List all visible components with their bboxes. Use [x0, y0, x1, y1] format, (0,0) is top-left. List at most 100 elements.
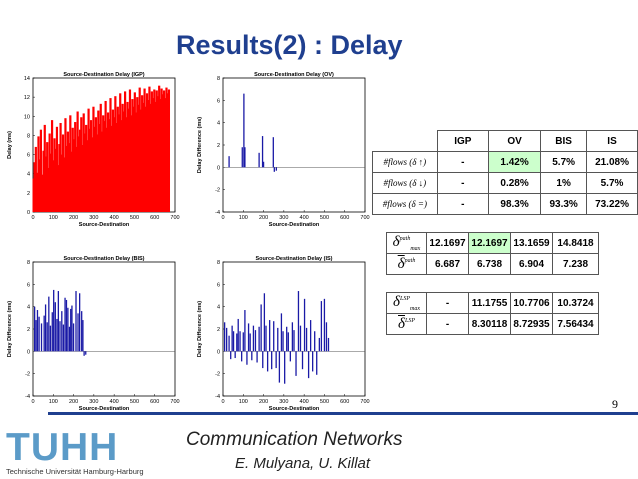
chart-igp-svg: Source-Destination Delay (IGP)0 100 200 300…	[7, 72, 180, 228]
flows-table: IGP OV BIS IS #flows (δ ↑) - 1.42% 5.7% …	[372, 130, 638, 215]
bar	[242, 332, 244, 352]
bar	[262, 161, 265, 168]
x-axis-label: Source-Destination	[79, 222, 130, 228]
bar	[58, 144, 61, 212]
x-tick-label: 0	[31, 399, 34, 405]
y-tick-label: 0	[217, 349, 220, 355]
y-axis-label: Delay Difference (ms)	[197, 301, 203, 357]
bar	[83, 351, 85, 356]
bar	[102, 115, 105, 212]
x-tick-label: 700	[170, 215, 179, 221]
bar	[66, 131, 69, 212]
delta-mean-lsp-label: δLSP	[386, 313, 427, 335]
bar	[96, 134, 99, 212]
bar	[166, 93, 169, 212]
bar	[54, 302, 56, 352]
bar	[273, 167, 275, 172]
table-cell: -	[426, 313, 469, 335]
bar	[46, 322, 48, 352]
bar	[134, 112, 138, 212]
x-tick-label: 300	[279, 399, 288, 405]
table-cell: 6.687	[426, 253, 469, 275]
bar	[269, 320, 271, 352]
bar	[249, 333, 251, 352]
bar	[312, 351, 314, 372]
bar	[251, 351, 253, 361]
table-row: #flows (δ =) - 98.3% 93.3% 73.22%	[372, 193, 638, 215]
delta-max-lsp-label: δLSPmax	[386, 292, 427, 314]
x-tick-label: 100	[239, 399, 248, 405]
bar	[87, 108, 90, 212]
delta-max-path-label: δpathmax	[386, 232, 427, 254]
y-tick-label: 4	[217, 121, 220, 127]
bar	[104, 100, 107, 212]
bar	[34, 146, 37, 212]
bar	[56, 318, 58, 352]
chart-is-svg: Source-Destination Delay (IS) 0 100 200 300 4…	[197, 256, 370, 412]
x-tick-label: 600	[340, 399, 349, 405]
bar	[88, 128, 91, 212]
bar	[123, 91, 127, 212]
bar	[303, 298, 306, 352]
bar	[271, 351, 273, 370]
bar	[309, 320, 312, 352]
header-is: IS	[586, 130, 638, 152]
bar	[79, 293, 81, 352]
bar	[47, 167, 50, 212]
y-tick-label: 2	[217, 327, 220, 333]
bar	[109, 98, 112, 212]
bar	[116, 106, 119, 212]
chart-title: Source-Destination Delay (OV)	[254, 72, 334, 78]
bar	[114, 96, 117, 212]
y-axis-label: Delay Difference (ms)	[197, 117, 203, 173]
bar	[275, 167, 278, 171]
y-tick-label: -4	[215, 210, 220, 216]
bar	[42, 150, 45, 212]
chart-title: Source-Destination Delay (IGP)	[63, 72, 144, 78]
bar	[278, 351, 281, 383]
bar	[287, 332, 289, 352]
bar	[59, 321, 61, 352]
bar	[81, 145, 84, 212]
header-ov: OV	[487, 130, 542, 152]
bar	[117, 114, 121, 212]
bar	[108, 119, 111, 212]
y-tick-label: 6	[217, 98, 220, 104]
x-tick-label: 100	[49, 399, 58, 405]
x-tick-label: 200	[69, 399, 78, 405]
table-cell: 98.3%	[487, 193, 542, 215]
x-tick-label: 0	[221, 215, 224, 221]
bar	[130, 115, 133, 212]
bar	[81, 311, 83, 352]
x-tick-label: 500	[130, 399, 139, 405]
y-tick-label: -2	[215, 188, 220, 194]
table-row: δpathmax 12.1697 12.1697 13.1659 14.8418	[386, 232, 599, 254]
x-tick-label: 500	[320, 215, 329, 221]
y-axis-label: Delay Difference (ms)	[7, 301, 13, 357]
bar	[327, 337, 330, 352]
bar	[295, 351, 297, 376]
bar	[141, 95, 144, 212]
bar	[307, 351, 310, 379]
bar	[61, 134, 65, 212]
bar	[53, 289, 55, 352]
bar	[46, 142, 49, 212]
bar	[65, 299, 68, 352]
x-tick-label: 300	[279, 215, 288, 221]
bar	[228, 335, 230, 352]
x-tick-label: 300	[89, 399, 98, 405]
table-cell: 8.30118	[468, 313, 511, 335]
bar	[103, 121, 106, 212]
plot-ov: Source-Destination Delay (OV) 0 100 200 300 4…	[190, 68, 375, 233]
table-cell: -	[436, 193, 489, 215]
x-tick-label: 200	[69, 215, 78, 221]
bar	[119, 93, 122, 212]
footer-rule	[48, 412, 638, 415]
y-tick-label: 8	[217, 76, 220, 82]
bar	[33, 162, 36, 212]
bar	[82, 113, 85, 212]
bar	[159, 99, 162, 212]
bar	[263, 293, 266, 352]
bar	[297, 291, 300, 352]
bar	[254, 330, 257, 352]
